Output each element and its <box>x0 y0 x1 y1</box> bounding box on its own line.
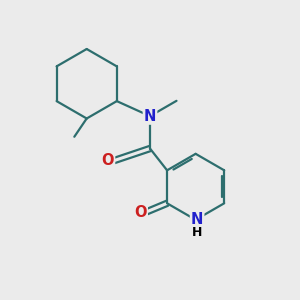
Text: O: O <box>134 205 147 220</box>
Text: N: N <box>144 109 156 124</box>
Text: O: O <box>102 153 114 168</box>
Text: N: N <box>191 212 203 227</box>
Text: H: H <box>192 226 202 239</box>
